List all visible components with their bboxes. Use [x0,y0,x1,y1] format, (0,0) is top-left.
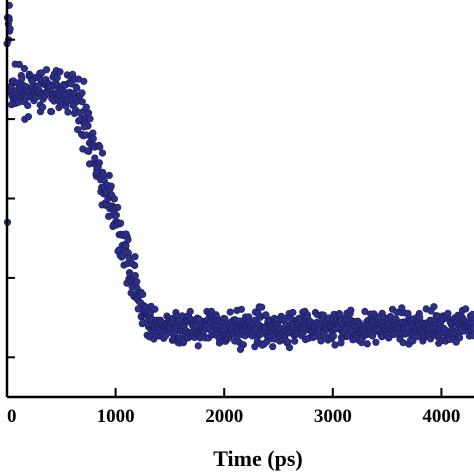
data-point [269,343,277,351]
data-point [15,60,23,69]
data-point [456,334,464,342]
data-point [98,149,107,157]
data-point [110,195,118,203]
data-point [347,306,355,314]
data-point [24,113,33,121]
data-point [64,108,72,116]
data-point [469,332,474,340]
x-tick-label: 3000 [314,406,352,427]
data-point [84,109,93,117]
data-point [151,305,159,313]
data-point [24,101,32,110]
data-point [262,311,270,319]
y-ticks [7,38,15,359]
data-point [83,147,91,155]
data-point [226,308,234,316]
data-point [131,272,139,280]
data-point [131,261,139,270]
data-point [42,66,51,74]
x-axis-title: Time (ps) [213,446,302,471]
data-point [47,108,56,116]
data-point [114,203,122,211]
data-points [3,1,474,354]
data-point [291,337,299,345]
data-point [331,341,339,349]
data-point [363,340,371,348]
data-point [469,324,474,332]
data-point [133,278,141,286]
data-point [53,73,61,82]
x-tick-label: 2000 [205,406,243,427]
data-point [86,115,94,123]
data-point [107,182,115,190]
data-point [89,135,97,143]
data-point [80,123,88,131]
data-point [80,77,88,85]
data-point [289,308,297,317]
data-point [444,309,452,318]
data-point [329,332,338,340]
x-tick-label: 1000 [97,406,135,427]
x-ticks [6,388,443,397]
data-point [39,103,47,111]
data-point [18,74,26,82]
tick-labels: 0 1000 2000 3000 4000 [7,406,460,427]
data-point [285,344,294,352]
data-point [237,305,245,313]
data-point [99,170,107,178]
data-point [139,290,147,299]
data-point [462,305,470,313]
data-point [430,303,438,311]
data-point [372,338,380,346]
axes [5,0,474,399]
data-point [124,236,132,244]
data-point [96,143,104,151]
data-point [162,332,170,340]
data-point [112,211,120,219]
data-point [236,345,245,354]
data-point [319,311,328,319]
x-tick-label: 4000 [422,406,460,427]
data-point [105,171,113,179]
data-point [20,64,29,73]
data-point [73,126,82,134]
data-point [56,68,64,76]
data-point [95,159,103,167]
data-point [116,219,125,227]
data-point [131,253,139,261]
data-point [78,89,86,97]
data-point [78,98,86,106]
data-point [186,307,194,316]
data-point [258,303,266,311]
data-point [317,337,325,345]
data-point [194,342,202,350]
x-tick-label: 0 [7,406,17,427]
data-point [73,84,81,92]
data-point [469,310,474,318]
